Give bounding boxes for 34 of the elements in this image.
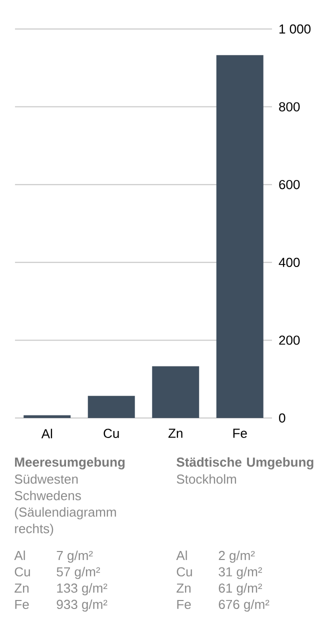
text: Al [176,550,187,560]
y-tick-label: 600 [279,180,300,190]
text: 933 g/m² [56,599,108,612]
bar [24,415,71,418]
text: 31 g/m² [218,566,262,579]
x-tick-label: Fe [233,428,247,438]
x-tick-label: Al [41,428,52,438]
x-tick-label: Zn [168,428,182,438]
text: Zn [176,584,191,593]
bar [216,55,264,418]
text: Cu [176,567,192,576]
x-tick-label: Cu [104,428,119,438]
y-tick-label: 0 [279,413,286,423]
text: 133 g/m² [57,583,108,596]
y-tick-label: 400 [278,258,300,267]
bar [88,396,135,418]
text: 7 g/m² [56,550,93,563]
text: Al [14,550,25,560]
text: Meeresumgebung [15,457,125,470]
bar [152,366,200,418]
y-tick-label: 200 [279,336,300,345]
text: 676 g/m² [218,599,270,612]
text: Städtische Umgebung [176,457,314,470]
text: 61 g/m² [218,583,262,596]
y-tick-label: 800 [279,102,300,112]
text: Stockholm [176,474,236,484]
text: Fe [15,600,29,610]
y-tick-label: 1 000 [280,24,311,34]
text: Zn [14,584,29,593]
text: 2 g/m² [218,550,255,563]
text: Cu [14,567,30,576]
text: Fe [177,600,191,610]
text: 57 g/m² [56,566,100,579]
text: Südwesten Schwedens (Säulendiagramm rechts) [14,474,116,536]
